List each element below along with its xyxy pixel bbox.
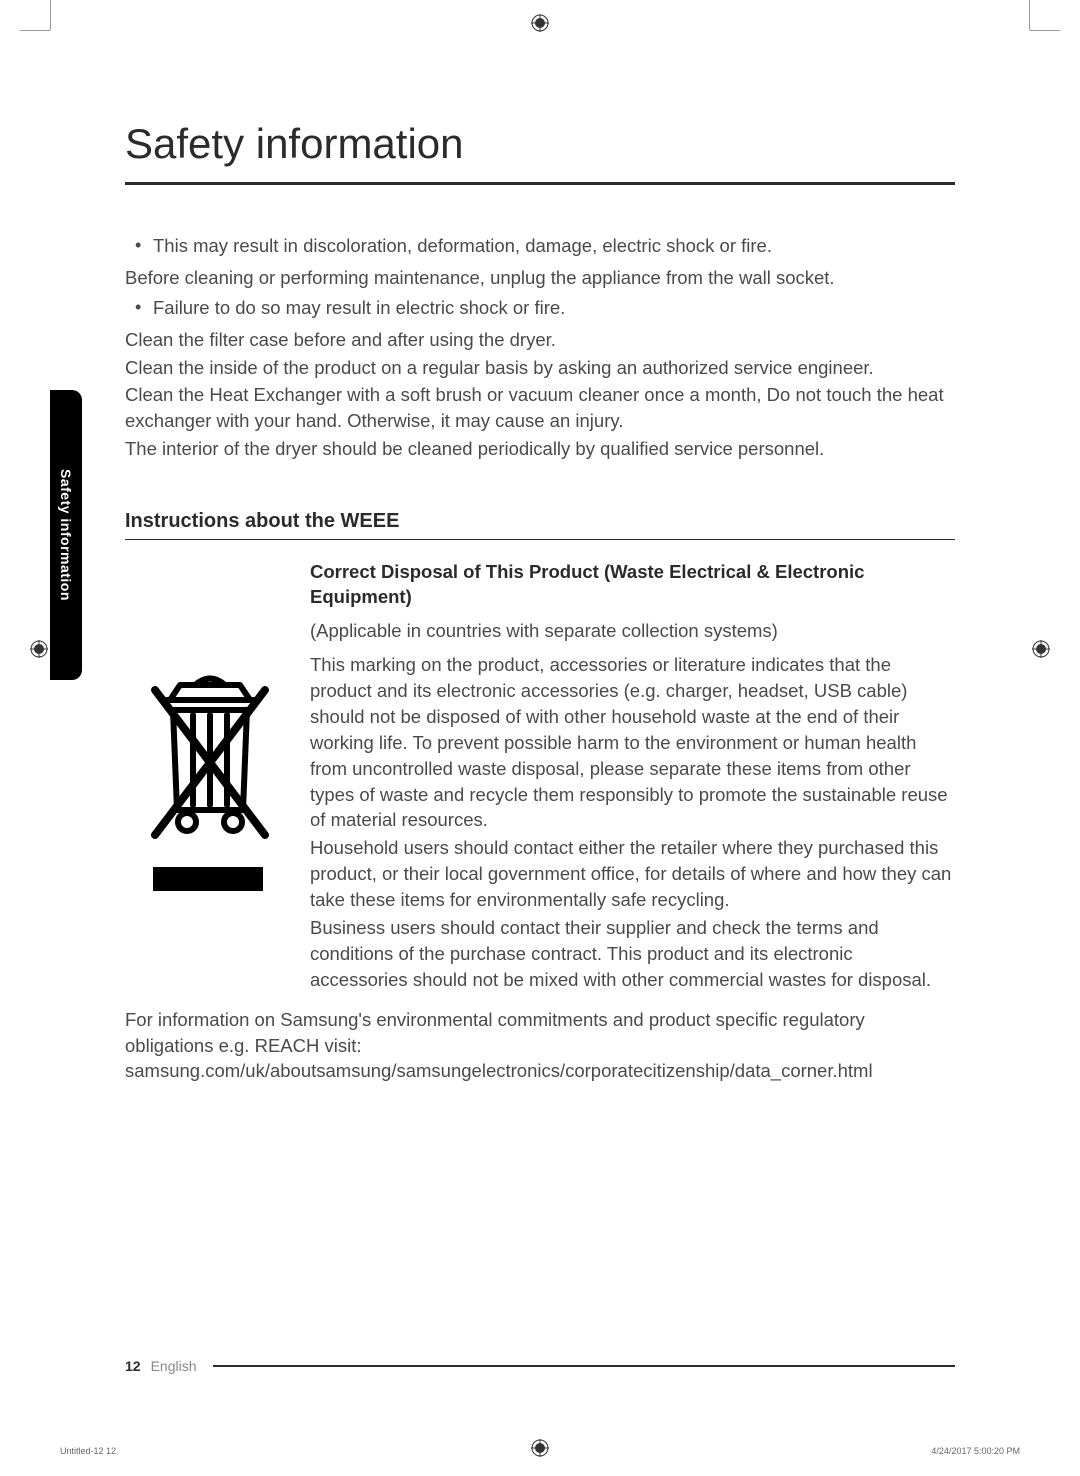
weee-text-column: Correct Disposal of This Product (Waste …	[310, 560, 955, 995]
bullet-item: This may result in discoloration, deform…	[125, 233, 955, 259]
weee-icon-column	[125, 560, 290, 891]
weee-paragraph: Business users should contact their supp…	[310, 915, 955, 993]
body-text: This may result in discoloration, deform…	[125, 233, 955, 462]
paragraph: The interior of the dryer should be clea…	[125, 436, 955, 462]
page-footer: 12 English	[125, 1358, 955, 1374]
weee-title: Correct Disposal of This Product (Waste …	[310, 560, 955, 610]
footer-rule	[213, 1365, 956, 1367]
page-content: Safety information Safety information Th…	[50, 30, 1030, 1446]
weee-applicable: (Applicable in countries with separate c…	[310, 620, 955, 642]
paragraph: Clean the inside of the product on a reg…	[125, 355, 955, 381]
page-title: Safety information	[125, 120, 955, 185]
page-number: 12	[125, 1358, 141, 1374]
side-tab-label: Safety information	[58, 469, 74, 601]
bullet-item: Failure to do so may result in electric …	[125, 295, 955, 321]
print-meta-left: Untitled-12 12	[60, 1446, 116, 1456]
footer-info: For information on Samsung's environment…	[125, 1007, 955, 1085]
weee-section: Correct Disposal of This Product (Waste …	[125, 560, 955, 995]
crossed-bin-icon	[125, 670, 290, 855]
page-language: English	[151, 1358, 197, 1374]
paragraph: Clean the Heat Exchanger with a soft bru…	[125, 382, 955, 434]
print-meta-right: 4/24/2017 5:00:20 PM	[931, 1446, 1020, 1456]
side-tab: Safety information	[50, 390, 82, 680]
weee-paragraph: This marking on the product, accessories…	[310, 652, 955, 833]
paragraph: Before cleaning or performing maintenanc…	[125, 265, 955, 291]
subheading: Instructions about the WEEE	[125, 510, 955, 540]
weee-paragraph: Household users should contact either th…	[310, 835, 955, 913]
registration-mark-icon	[30, 640, 48, 663]
weee-underline-bar	[153, 867, 263, 891]
registration-mark-icon	[1032, 640, 1050, 663]
paragraph: Clean the filter case before and after u…	[125, 327, 955, 353]
